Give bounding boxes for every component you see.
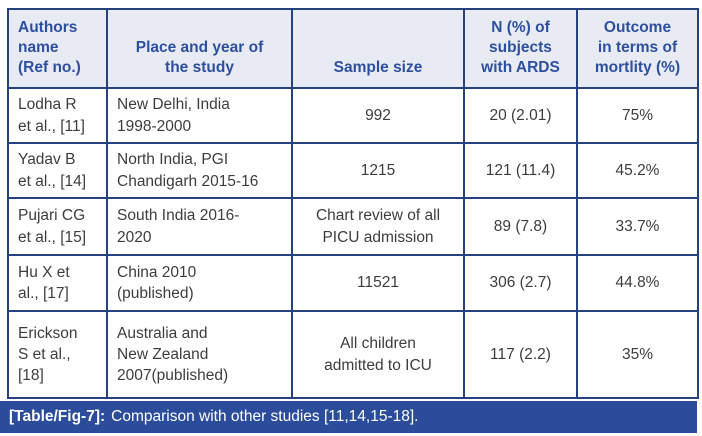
header-n-pct-ards: N (%) of subjects with ARDS [463,8,578,89]
cell-n-pct-ards: 117 (2.2) [463,310,578,399]
cell-authors: Lodha R et al., [11] [7,87,108,144]
cell-n-pct-ards: 20 (2.01) [463,87,578,144]
cell-outcome-mortality: 44.8% [576,254,699,312]
table-caption: [Table/Fig-7]: Comparison with other stu… [0,401,697,433]
cell-place-year: South India 2016- 2020 [106,197,293,256]
table-row: Pujari CG et al., [15] South India 2016-… [7,197,699,256]
cell-authors: Erickson S et al., [18] [7,310,108,399]
cell-sample-size: All children admitted to ICU [291,310,465,399]
cell-outcome-mortality: 75% [576,87,699,144]
table-row: Yadav B et al., [14] North India, PGI Ch… [7,142,699,199]
cell-authors: Pujari CG et al., [15] [7,197,108,256]
cell-n-pct-ards: 89 (7.8) [463,197,578,256]
cell-outcome-mortality: 35% [576,310,699,399]
cell-n-pct-ards: 121 (11.4) [463,142,578,199]
cell-sample-size: 1215 [291,142,465,199]
cell-outcome-mortality: 45.2% [576,142,699,199]
header-sample-size: Sample size [291,8,465,89]
header-outcome-mortality: Outcome in terms of mortlity (%) [576,8,699,89]
cell-n-pct-ards: 306 (2.7) [463,254,578,312]
table-row: Erickson S et al., [18] Australia and Ne… [7,310,699,399]
cell-place-year: China 2010 (published) [106,254,293,312]
cell-outcome-mortality: 33.7% [576,197,699,256]
cell-sample-size: 992 [291,87,465,144]
cell-sample-size: 11521 [291,254,465,312]
table-row: Hu X et al., [17] China 2010 (published)… [7,254,699,312]
cell-place-year: North India, PGI Chandigarh 2015-16 [106,142,293,199]
cell-authors: Yadav B et al., [14] [7,142,108,199]
caption-figure-label: [Table/Fig-7]: [9,408,106,425]
table-row: Lodha R et al., [11] New Delhi, India 19… [7,87,699,144]
cell-authors: Hu X et al., [17] [7,254,108,312]
table-header-row: Authors name (Ref no.) Place and year of… [7,8,699,89]
caption-text: Comparison with other studies [11,14,15-… [111,408,419,425]
header-authors-name: Authors name (Ref no.) [7,8,108,89]
header-place-year: Place and year of the study [106,8,293,89]
comparison-studies-table: Authors name (Ref no.) Place and year of… [7,8,699,399]
cell-place-year: New Delhi, India 1998-2000 [106,87,293,144]
cell-sample-size: Chart review of all PICU admission [291,197,465,256]
cell-place-year: Australia and New Zealand 2007(published… [106,310,293,399]
